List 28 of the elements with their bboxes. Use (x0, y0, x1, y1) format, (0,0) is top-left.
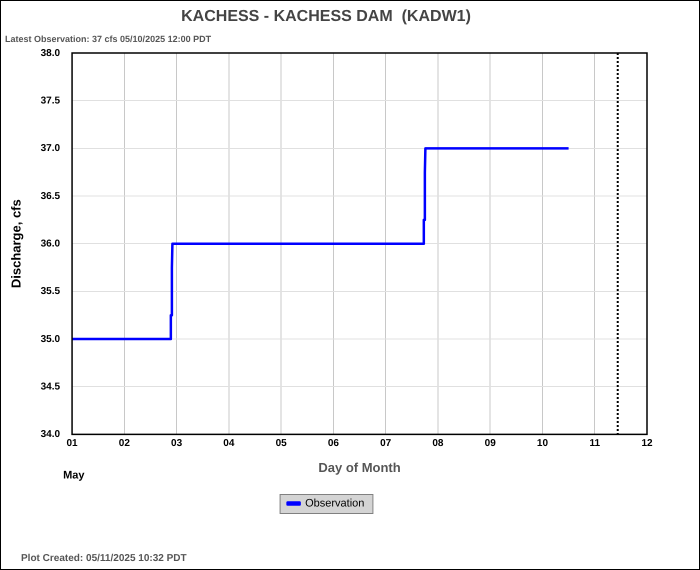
text: May (63, 469, 86, 482)
y-tick-label: 36.0 (40, 238, 60, 250)
x-tick-label: 05 (276, 438, 288, 450)
y-axis-title: Discharge, cfs (8, 199, 24, 288)
text: Plot Created: 05/11/2025 10:32 PDT (21, 553, 187, 564)
y-tick-label: 37.5 (40, 95, 60, 106)
x-tick-label: 07 (380, 438, 392, 450)
x-tick-label: 03 (171, 438, 183, 450)
x-tick-label: 08 (432, 438, 444, 450)
x-tick-label: 09 (484, 438, 496, 450)
x-tick-label: 10 (536, 438, 548, 450)
y-tick-label: 37.0 (40, 143, 60, 154)
x-tick-label: 04 (223, 438, 235, 450)
x-tick-label: 06 (328, 438, 340, 450)
x-tick-label: 11 (589, 438, 600, 450)
chart-subtitle: Latest Observation: 37 cfs 05/10/2025 12:00 PDT (5, 34, 212, 44)
x-tick-label: 02 (118, 438, 130, 450)
y-tick-label: 35.0 (40, 334, 60, 345)
x-tick-label: 12 (641, 438, 653, 450)
legend-label: Observation (305, 498, 364, 510)
x-tick-label: 01 (66, 438, 78, 450)
y-tick-label: 34.5 (40, 381, 60, 392)
x-axis-title: Day of Month (318, 460, 401, 475)
y-tick-label: 35.5 (40, 286, 60, 298)
y-tick-label: 38.0 (40, 48, 60, 59)
y-tick-label: 36.5 (40, 190, 60, 202)
chart-title: KACHESS - KACHESS DAM (KADW1) (181, 8, 471, 26)
y-tick-label: 34.0 (40, 429, 60, 440)
